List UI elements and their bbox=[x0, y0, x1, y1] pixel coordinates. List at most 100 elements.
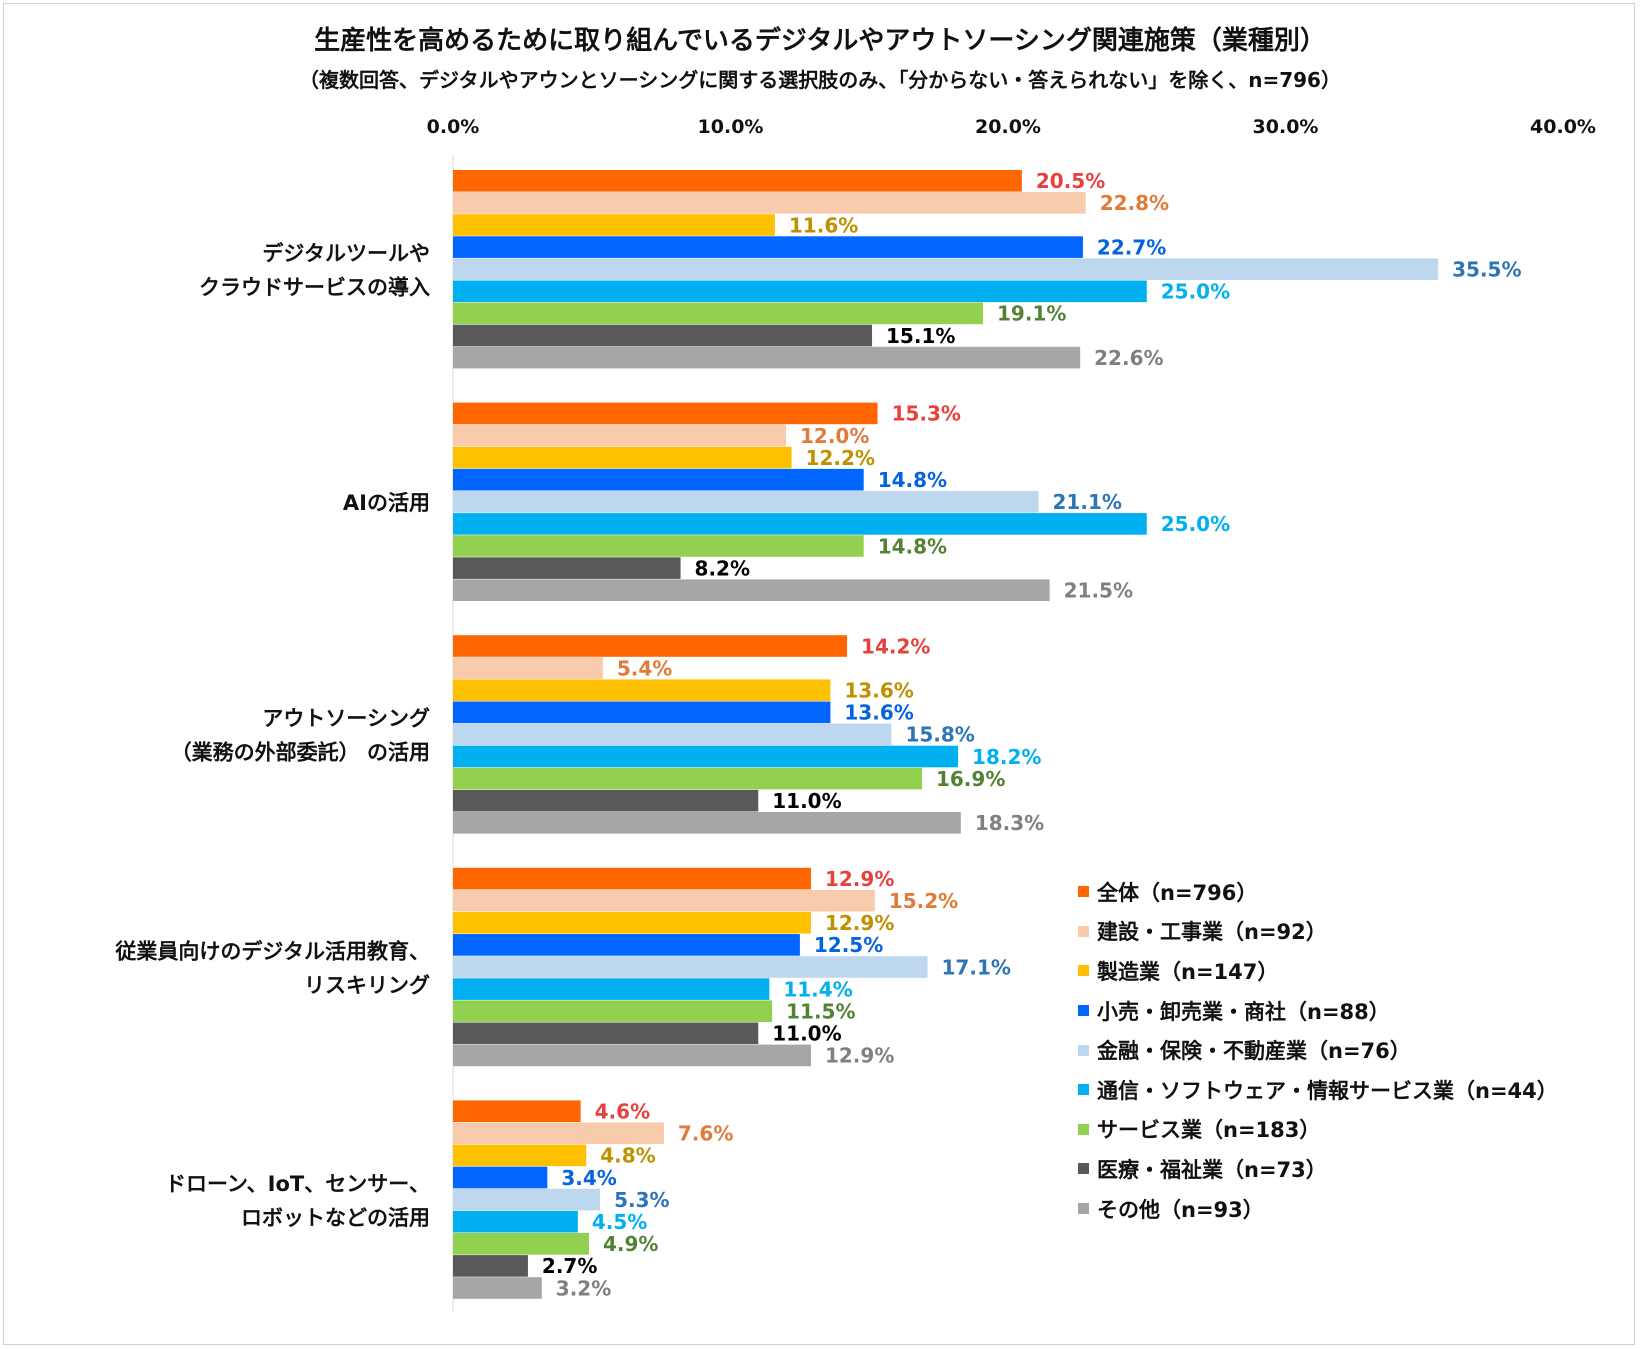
legend-swatch bbox=[1078, 1005, 1089, 1017]
legend-item: 小売・卸売業・商社（n=88） bbox=[1078, 991, 1558, 1031]
legend-item: その他（n=93） bbox=[1078, 1189, 1558, 1229]
x-tick-label: 20.0% bbox=[975, 116, 1041, 138]
data-label: 15.2% bbox=[889, 889, 958, 913]
legend-item: 建設・工事業（n=92） bbox=[1078, 912, 1558, 952]
data-label: 4.9% bbox=[603, 1232, 658, 1256]
legend-swatch bbox=[1078, 1203, 1089, 1215]
data-label: 20.5% bbox=[1036, 169, 1105, 193]
bar bbox=[453, 192, 1086, 214]
bar bbox=[453, 934, 800, 956]
bar bbox=[453, 468, 864, 491]
data-label: 5.3% bbox=[614, 1188, 669, 1212]
bar bbox=[453, 513, 1147, 535]
x-tick-label: 40.0% bbox=[1530, 116, 1596, 138]
legend-swatch bbox=[1078, 925, 1089, 937]
legend-item: 通信・ソフトウェア・情報サービス業（n=44） bbox=[1078, 1070, 1558, 1110]
bar bbox=[453, 956, 928, 978]
bar bbox=[453, 1277, 542, 1299]
bar bbox=[453, 258, 1439, 280]
bar bbox=[453, 812, 961, 834]
data-label: 3.2% bbox=[556, 1276, 611, 1300]
legend-label: 小売・卸売業・商社（n=88） bbox=[1097, 999, 1390, 1024]
legend-label: 通信・ソフトウェア・情報サービス業（n=44） bbox=[1097, 1078, 1558, 1103]
legend-swatch bbox=[1078, 1163, 1089, 1175]
bar bbox=[453, 635, 848, 657]
data-label: 14.2% bbox=[861, 634, 930, 658]
legend-item: 金融・保険・不動産業（n=76） bbox=[1078, 1030, 1558, 1070]
bar bbox=[453, 701, 831, 724]
data-label: 11.0% bbox=[772, 789, 841, 813]
bar bbox=[453, 1000, 773, 1022]
x-tick-label: 30.0% bbox=[1253, 116, 1319, 138]
legend-swatch bbox=[1078, 886, 1089, 898]
bar bbox=[453, 424, 786, 447]
data-label: 11.5% bbox=[786, 999, 855, 1023]
legend: 全体（n=796） 建設・工事業（n=92） 製造業（n=147） 小売・卸売業・商社… bbox=[1078, 872, 1558, 1228]
data-label: 13.6% bbox=[844, 678, 913, 702]
bar bbox=[453, 579, 1050, 601]
bar bbox=[453, 402, 878, 425]
data-label: 13.6% bbox=[844, 701, 913, 725]
data-label: 18.2% bbox=[972, 745, 1041, 769]
bar bbox=[453, 1233, 589, 1255]
legend-label: サービス業（n=183） bbox=[1097, 1118, 1321, 1143]
data-label: 14.8% bbox=[878, 468, 947, 492]
bar bbox=[453, 889, 875, 912]
category-label: ドローン、IoT、センサー、 bbox=[165, 1172, 430, 1196]
x-tick-label: 0.0% bbox=[427, 116, 480, 138]
bar bbox=[453, 535, 864, 557]
data-label: 4.5% bbox=[592, 1210, 647, 1234]
bar bbox=[453, 1144, 587, 1167]
data-label: 21.1% bbox=[1053, 490, 1122, 514]
chart-frame bbox=[3, 3, 1635, 1345]
data-label: 8.2% bbox=[695, 556, 750, 580]
legend-swatch bbox=[1078, 1084, 1089, 1096]
category-label: アウトソーシング bbox=[262, 707, 430, 731]
legend-label: 医療・福祉業（n=73） bbox=[1097, 1157, 1327, 1182]
bar bbox=[453, 1022, 759, 1045]
category-label: ロボットなどの活用 bbox=[241, 1206, 430, 1230]
bar bbox=[453, 789, 759, 812]
data-label: 17.1% bbox=[942, 955, 1011, 979]
bar bbox=[453, 557, 681, 579]
legend-swatch bbox=[1078, 1123, 1089, 1135]
legend-item: サービス業（n=183） bbox=[1078, 1110, 1558, 1150]
bar bbox=[453, 767, 922, 790]
data-label: 12.9% bbox=[825, 867, 894, 891]
data-label: 15.1% bbox=[886, 324, 955, 348]
bar bbox=[453, 302, 984, 325]
data-label: 7.6% bbox=[678, 1122, 733, 1146]
bar bbox=[453, 170, 1022, 192]
data-label: 18.3% bbox=[975, 811, 1044, 835]
bar bbox=[453, 1044, 811, 1067]
category-label: 従業員向けのデジタル活用教育、 bbox=[114, 939, 430, 963]
data-label: 5.4% bbox=[617, 656, 672, 680]
bar bbox=[453, 280, 1147, 303]
data-label: 25.0% bbox=[1161, 280, 1230, 304]
data-label: 12.0% bbox=[800, 424, 869, 448]
legend-label: 全体（n=796） bbox=[1097, 880, 1258, 905]
legend-item: 全体（n=796） bbox=[1078, 872, 1558, 912]
x-tick-label: 10.0% bbox=[698, 116, 764, 138]
bar bbox=[453, 346, 1081, 369]
legend-label: その他（n=93） bbox=[1097, 1197, 1264, 1222]
bar bbox=[453, 867, 811, 890]
bar bbox=[453, 214, 775, 236]
data-label: 35.5% bbox=[1452, 257, 1521, 281]
category-label: リスキリング bbox=[304, 973, 430, 997]
data-label: 11.0% bbox=[772, 1022, 841, 1046]
data-label: 11.6% bbox=[789, 213, 858, 237]
bar bbox=[453, 1166, 548, 1189]
data-label: 3.4% bbox=[561, 1166, 616, 1190]
data-label: 2.7% bbox=[542, 1254, 597, 1278]
bar bbox=[453, 236, 1083, 258]
data-label: 12.9% bbox=[825, 1044, 894, 1068]
data-label: 21.5% bbox=[1064, 578, 1133, 602]
bar bbox=[453, 1100, 581, 1122]
data-label: 4.6% bbox=[595, 1099, 650, 1123]
data-label: 16.9% bbox=[936, 767, 1005, 791]
data-label: 12.2% bbox=[806, 446, 875, 470]
category-label: （業務の外部委託） の活用 bbox=[171, 741, 430, 765]
data-label: 22.8% bbox=[1100, 191, 1169, 215]
